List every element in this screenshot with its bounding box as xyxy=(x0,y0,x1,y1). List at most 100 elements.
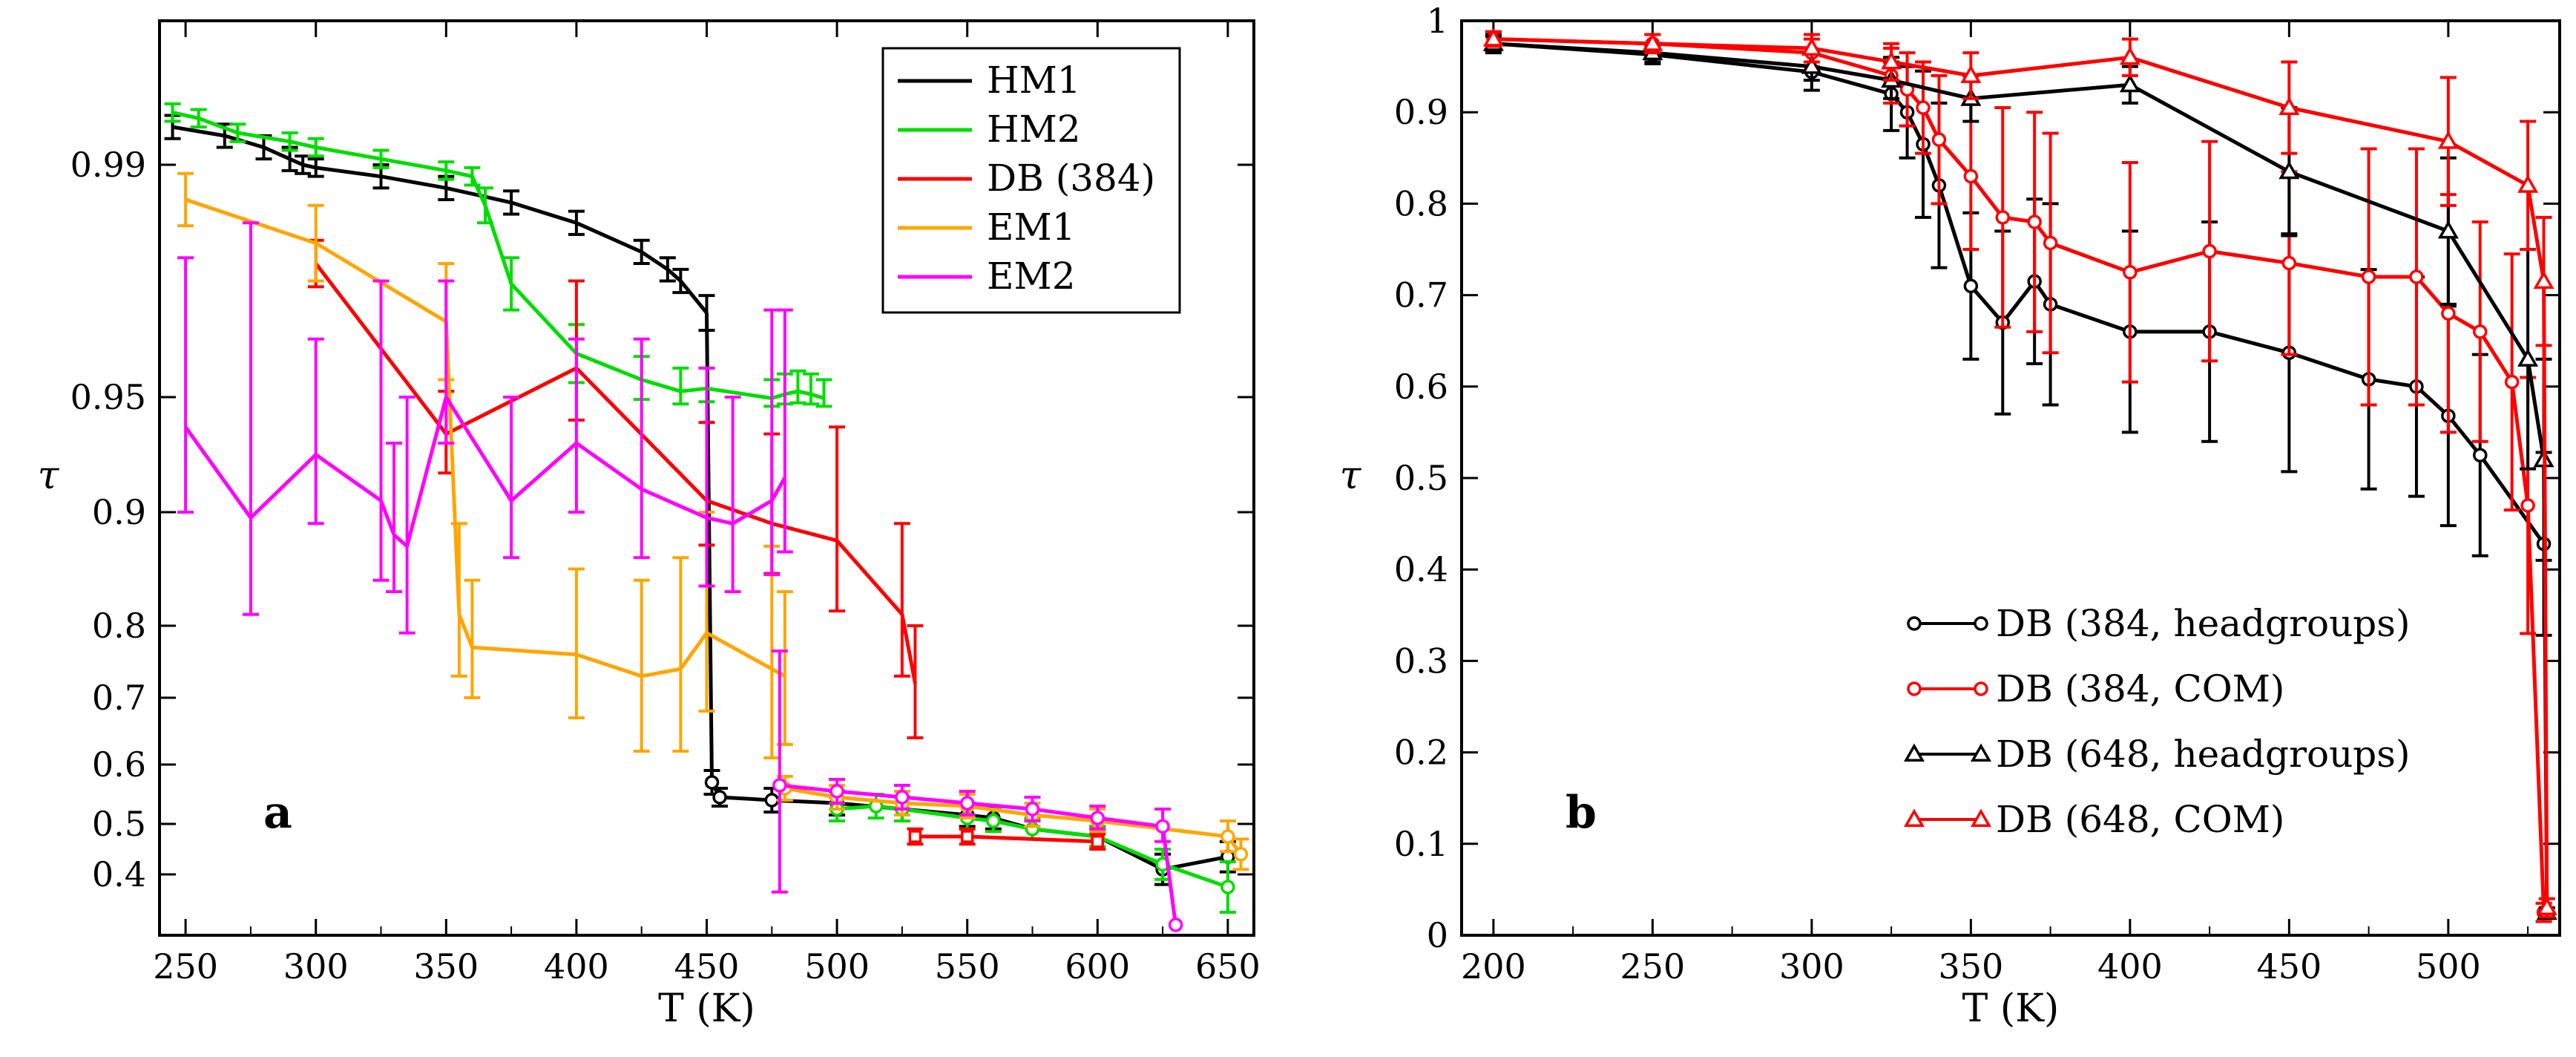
x-tick-label: 400 xyxy=(2097,946,2163,986)
data-point xyxy=(2123,265,2138,280)
data-point xyxy=(1801,56,1822,74)
data-point xyxy=(895,790,910,805)
data-point xyxy=(1233,847,1249,862)
legend-label: HM1 xyxy=(987,59,1081,102)
series-db-384 xyxy=(307,238,924,739)
x-tick-label: 350 xyxy=(413,946,479,986)
data-point xyxy=(1155,819,1170,834)
data-point xyxy=(2504,374,2520,390)
data-point xyxy=(2520,498,2535,513)
y-tick-label: 0.5 xyxy=(92,804,146,844)
y-tick-label: 0.9 xyxy=(92,492,146,532)
series-db-648-headgroups xyxy=(1482,33,2557,920)
y-tick-label: 0.2 xyxy=(1394,733,1448,773)
x-tick-label: 300 xyxy=(283,946,349,986)
y-tick-label: 0.8 xyxy=(1394,183,1448,223)
data-point xyxy=(2043,235,2058,251)
data-point xyxy=(712,790,727,805)
legend-marker xyxy=(1907,616,1922,631)
data-point xyxy=(1482,28,1504,47)
data-point xyxy=(1091,835,1105,848)
data-point xyxy=(2517,174,2539,193)
data-point xyxy=(1931,132,1947,147)
legend-marker xyxy=(1903,743,1925,762)
data-point xyxy=(2278,160,2300,180)
data-point xyxy=(704,775,720,790)
x-tick-label: 450 xyxy=(674,946,740,986)
panel-a-letter: a xyxy=(263,787,292,839)
legend-label: EM1 xyxy=(987,206,1076,249)
legend-marker xyxy=(1974,681,1988,696)
data-point xyxy=(1168,917,1183,932)
x-tick-label: 450 xyxy=(2256,946,2322,986)
data-point xyxy=(2441,306,2456,321)
data-point xyxy=(1881,50,1902,70)
panel-b: 200 250 300 350 400 450 500 0 0.1 0.2 0.3 0.4 0.5 0.6… xyxy=(1340,1,2561,1031)
series-line xyxy=(1493,37,2546,913)
panel-a-ylabel: τ xyxy=(38,454,60,498)
series-line xyxy=(784,786,1243,856)
y-tick-label: 0.7 xyxy=(92,678,146,718)
data-point xyxy=(2278,96,2300,116)
legend-marker xyxy=(1970,743,1992,762)
series-line xyxy=(185,197,786,678)
series-db-384-com xyxy=(1485,30,2552,923)
data-point xyxy=(2437,220,2459,239)
y-tick-label: 0 xyxy=(1427,915,1448,955)
data-point xyxy=(2119,46,2140,65)
legend-label: DB (648, COM) xyxy=(1996,798,2284,841)
data-point xyxy=(1220,880,1235,894)
y-tick-label: 0.7 xyxy=(1394,275,1448,315)
data-point xyxy=(960,830,974,843)
y-tick-label: 0.6 xyxy=(92,745,146,785)
legend-label: DB (384) xyxy=(987,157,1155,200)
x-tick-label: 250 xyxy=(153,946,218,986)
y-tick-label: 0.4 xyxy=(1394,549,1448,589)
series-line xyxy=(915,834,1098,844)
series-em1 xyxy=(177,171,793,759)
data-point xyxy=(908,830,922,843)
data-point xyxy=(959,796,975,811)
data-point xyxy=(1025,802,1040,817)
y-tick-label: 0.9 xyxy=(1394,92,1448,132)
series-db-384-headgroups xyxy=(1485,33,2552,637)
data-point xyxy=(1220,829,1235,844)
panel-a: 250 300 350 400 450 500 550 600 650 0.4 0.5 0.6 0.7 0… xyxy=(38,19,1261,1031)
panel-a-frame xyxy=(158,19,1255,937)
y-tick-label: 0.1 xyxy=(1394,824,1448,864)
data-point xyxy=(772,778,787,793)
panel-b-ticks: 200 250 300 350 400 450 500 0 0.1 0.2 0.3 0.4 0.5 0.6… xyxy=(1394,1,2560,986)
x-tick-label: 500 xyxy=(804,946,870,986)
data-point xyxy=(1963,168,1979,184)
panel-b-letter: b xyxy=(1565,787,1597,839)
series-line xyxy=(779,783,1178,926)
legend-marker xyxy=(1974,616,1988,631)
data-point xyxy=(2409,269,2424,284)
data-point xyxy=(1960,65,1982,83)
data-point xyxy=(2202,243,2217,259)
series-line xyxy=(1493,37,2549,909)
x-tick-label: 400 xyxy=(544,946,609,986)
data-point xyxy=(1963,278,1979,294)
legend-label: DB (384, headgroups) xyxy=(1996,602,2410,645)
data-point xyxy=(2473,324,2488,339)
series-line xyxy=(314,262,917,684)
legend-marker xyxy=(1970,808,1992,827)
data-point xyxy=(2533,270,2554,289)
data-point xyxy=(986,814,1001,828)
data-point xyxy=(829,784,844,799)
y-tick-label: 0.5 xyxy=(1394,458,1448,498)
series-em2-low xyxy=(771,649,1183,932)
data-point xyxy=(1995,210,2011,225)
data-point xyxy=(764,793,780,808)
panel-b-frame xyxy=(1460,19,2561,937)
y-tick-label: 0.6 xyxy=(1394,367,1448,407)
legend-marker xyxy=(1907,681,1922,696)
series-line xyxy=(184,395,787,549)
legend-label: EM2 xyxy=(987,255,1076,298)
y-tick-label: 0.4 xyxy=(92,854,146,894)
panel-b-series xyxy=(1482,28,2557,923)
panel-b-legend: DB (384, headgroups) DB (384, COM) DB (648… xyxy=(1903,602,2410,841)
series-line xyxy=(172,125,709,315)
x-tick-label: 500 xyxy=(2416,946,2481,986)
